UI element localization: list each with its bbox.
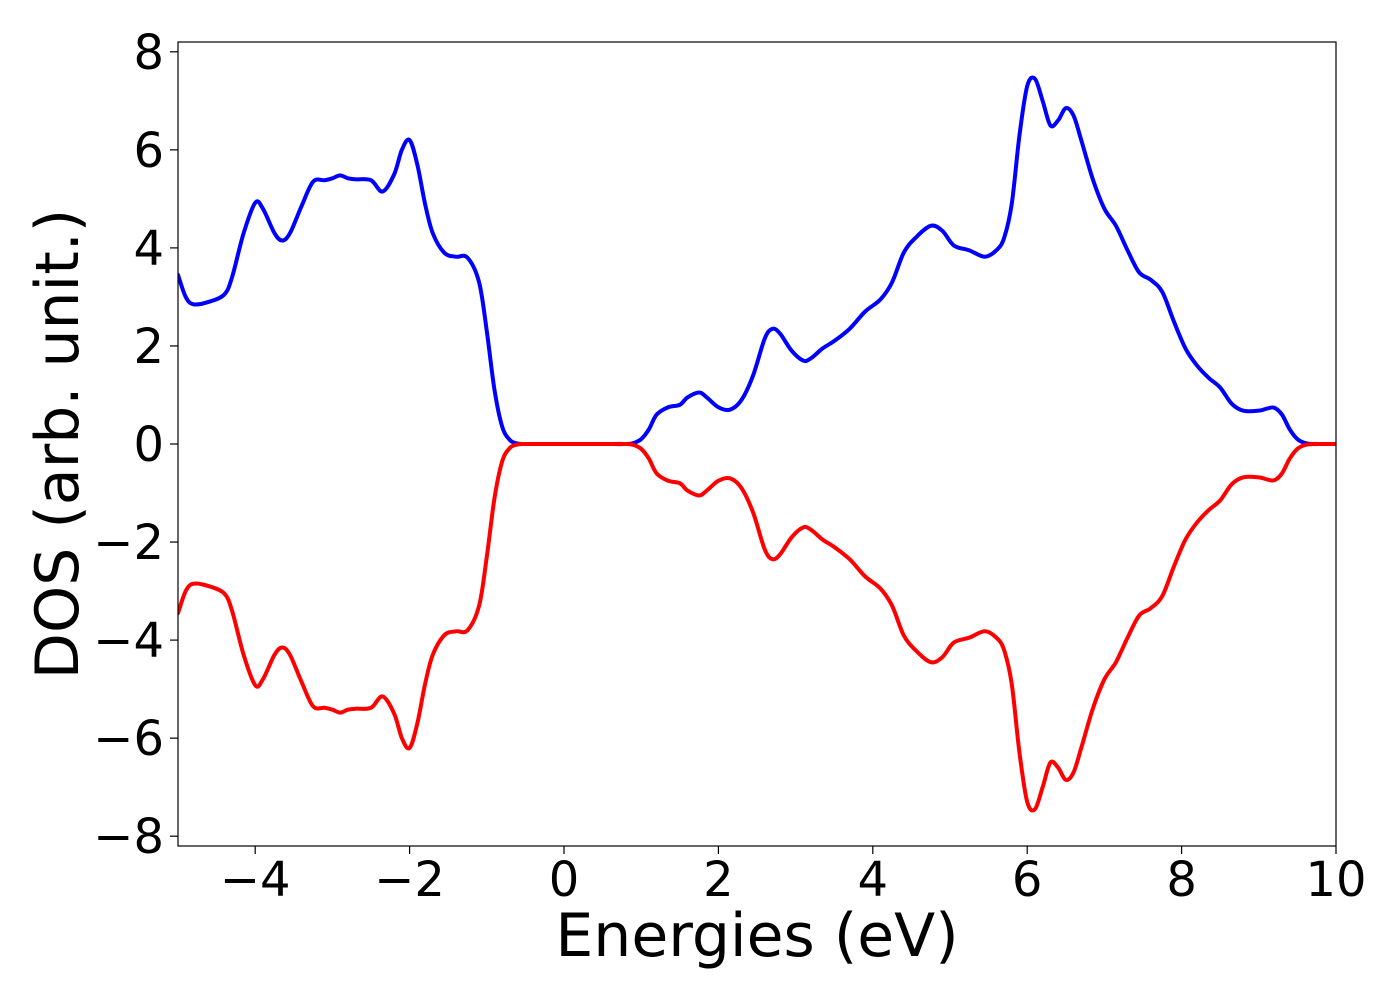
y-axis: −8 −6 −4 −2 0 2 4 6 8 — [93, 25, 178, 865]
y-tick-label: 6 — [133, 123, 164, 179]
x-tick-label: −2 — [374, 852, 445, 908]
y-tick-label: −4 — [93, 613, 164, 669]
x-tick-label: 2 — [703, 852, 734, 908]
x-tick-label: 4 — [858, 852, 889, 908]
y-tick-label: 0 — [133, 417, 164, 473]
plot-frame — [177, 41, 1337, 847]
y-tick-label: 2 — [133, 319, 164, 375]
x-tick-label: 0 — [549, 852, 580, 908]
y-tick-label: 4 — [133, 221, 164, 277]
y-tick-label: −6 — [93, 711, 164, 767]
series-2-line — [178, 441, 1336, 813]
y-axis-label: DOS (arb. unit.) — [23, 209, 93, 679]
x-tick-label: −4 — [220, 852, 291, 908]
x-tick-label: 6 — [1012, 852, 1043, 908]
y-tick-label: −8 — [93, 809, 164, 865]
x-tick-label: 10 — [1305, 852, 1366, 908]
series-1-line — [178, 75, 1336, 447]
y-tick-label: 8 — [133, 25, 164, 81]
x-axis: −4 −2 0 2 4 6 8 10 — [220, 846, 1367, 908]
x-axis-label: Energies (eV) — [555, 901, 958, 971]
x-tick-label: 8 — [1166, 852, 1197, 908]
y-tick-label: −2 — [93, 515, 164, 571]
series-layer — [178, 75, 1336, 813]
